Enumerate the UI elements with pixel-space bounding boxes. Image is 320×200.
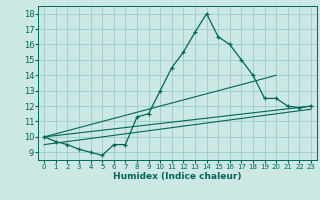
X-axis label: Humidex (Indice chaleur): Humidex (Indice chaleur): [113, 172, 242, 181]
